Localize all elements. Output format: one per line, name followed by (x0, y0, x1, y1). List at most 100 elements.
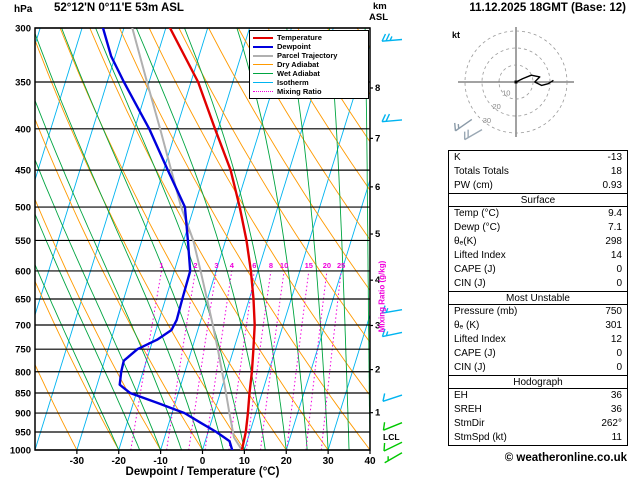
isotherm-line (35, 28, 83, 182)
table-section-title: Hodograph (449, 375, 627, 389)
legend-label: Isotherm (277, 78, 309, 87)
isotherm-line (285, 178, 370, 450)
pressure-axis-label: 400 (15, 124, 31, 135)
mixing-ratio-line (188, 270, 217, 450)
temp-tick-label: 30 (323, 456, 335, 467)
chart-legend: Temperature Dewpoint Parcel Trajectory Dry … (249, 30, 369, 99)
hodograph-origin-marker (514, 80, 518, 84)
km-tick-label: 7 (375, 133, 380, 144)
legend-item: Dewpoint (253, 42, 365, 51)
legend-item: Mixing Ratio (253, 87, 365, 96)
table-row: CIN (J) 0 (449, 277, 627, 291)
temp-tick-label: -30 (70, 456, 85, 467)
pressure-axis-label: 500 (15, 203, 31, 214)
mixing-ratio-line (286, 270, 310, 450)
pressure-axis-label: 700 (15, 320, 31, 331)
table-row-label: Temp (°C) (454, 208, 500, 219)
dry-adiabat-line (35, 363, 78, 450)
mixing-ratio-value-label: 25 (337, 261, 345, 270)
table-row: Lifted Index 14 (449, 249, 627, 263)
km-tick-label: 1 (375, 408, 381, 419)
table-row-label: CAPE (J) (454, 348, 496, 359)
table-row: θₑ(K) 298 (449, 235, 627, 249)
table-row-label: CIN (J) (454, 278, 486, 289)
mixing-ratio-value-label: 10 (280, 261, 288, 270)
table-row-label: CAPE (J) (454, 264, 496, 275)
mixing-ratio-line (204, 270, 233, 450)
pressure-axis-label: 550 (15, 236, 31, 247)
mixing-ratio-value-label: 1 (159, 261, 163, 270)
table-row-label: θₑ(K) (454, 236, 477, 247)
km-tick-label: 6 (375, 182, 380, 193)
legend-label: Parcel Trajectory (277, 51, 338, 60)
legend-line-sample (253, 36, 273, 39)
legend-line-sample (253, 64, 273, 65)
mixing-ratio-value-label: 2 (193, 261, 197, 270)
table-row-value: 12 (610, 334, 622, 345)
parcel-trajectory-curve (131, 28, 243, 450)
mixing-ratio-value-label: 15 (305, 261, 313, 270)
wind-barbs (381, 33, 403, 464)
legend-label: Dry Adiabat (277, 60, 319, 69)
legend-item: Parcel Trajectory (253, 51, 365, 60)
table-row-value: 7.1 (608, 222, 622, 233)
table-row-value: 11 (611, 432, 622, 443)
mixing-ratio-value-label: 3 (214, 261, 218, 270)
mixing-ratio-line (246, 270, 272, 450)
table-row: Temp (°C) 9.4 (449, 207, 627, 221)
table-row: PW (cm) 0.93 (449, 179, 627, 193)
table-row: Lifted Index 12 (449, 333, 627, 347)
pressure-axis-label: 850 (15, 389, 31, 400)
table-row-value: 301 (605, 320, 622, 331)
legend-label: Mixing Ratio (277, 87, 322, 96)
table-row-value: 0 (616, 362, 622, 373)
legend-item: Temperature (253, 33, 365, 42)
hodograph-ring-label: 30 (483, 116, 491, 125)
pressure-axis-label: 950 (15, 428, 31, 439)
km-tick-label: 8 (375, 83, 380, 94)
table-row-value: 14 (610, 250, 622, 261)
table-row-value: 0 (616, 278, 622, 289)
mixing-ratio-line (320, 270, 342, 450)
table-row-label: θₑ (K) (454, 320, 480, 331)
temp-tick-label: 40 (364, 456, 376, 467)
table-row-label: PW (cm) (454, 180, 493, 191)
isotherm-line (35, 28, 167, 450)
table-row: Totals Totals 18 (449, 165, 627, 179)
legend-item: Dry Adiabat (253, 60, 365, 69)
km-tick-label: 2 (375, 365, 380, 376)
hodograph-ring (498, 64, 534, 100)
table-row: CAPE (J) 0 (449, 347, 627, 361)
table-row: CAPE (J) 0 (449, 263, 627, 277)
legend-item: Isotherm (253, 78, 365, 87)
table-row-label: Lifted Index (454, 250, 506, 261)
dry-adiabat-line (208, 28, 370, 292)
table-row: CIN (J) 0 (449, 361, 627, 375)
asl-unit-label: ASL (369, 12, 388, 23)
altitude-axis: 8 7 6 5 4 3 2 1 (370, 83, 381, 419)
pressure-axis-label: 900 (15, 409, 31, 420)
isotherm-line (327, 313, 370, 450)
table-row-value: 36 (610, 404, 622, 415)
temperature-curve (168, 28, 256, 450)
temp-tick-label: -10 (153, 456, 168, 467)
table-row: StmSpd (kt) 11 (449, 431, 627, 445)
pressure-axis-label: 800 (15, 367, 31, 378)
temp-tick-label: 0 (200, 456, 206, 467)
table-row: θₑ (K) 301 (449, 319, 627, 333)
mixing-ratio-value-label: 4 (230, 261, 235, 270)
legend-item: Wet Adiabat (253, 69, 365, 78)
km-unit-label: km (373, 1, 387, 12)
table-row-label: Lifted Index (454, 334, 506, 345)
table-section-title: Surface (449, 193, 627, 207)
indices-table: K -13 Totals Totals 18 PW (cm) 0.93 Surface Tem… (448, 150, 628, 446)
temp-tick-label: 20 (281, 456, 293, 467)
table-row-value: 262° (601, 418, 622, 429)
mixing-ratio-line (166, 270, 196, 450)
table-row: Dewp (°C) 7.1 (449, 221, 627, 235)
table-row-label: K (454, 152, 461, 163)
temp-tick-label: -20 (112, 456, 127, 467)
table-row-label: CIN (J) (454, 362, 486, 373)
legend-line-sample (253, 54, 273, 57)
